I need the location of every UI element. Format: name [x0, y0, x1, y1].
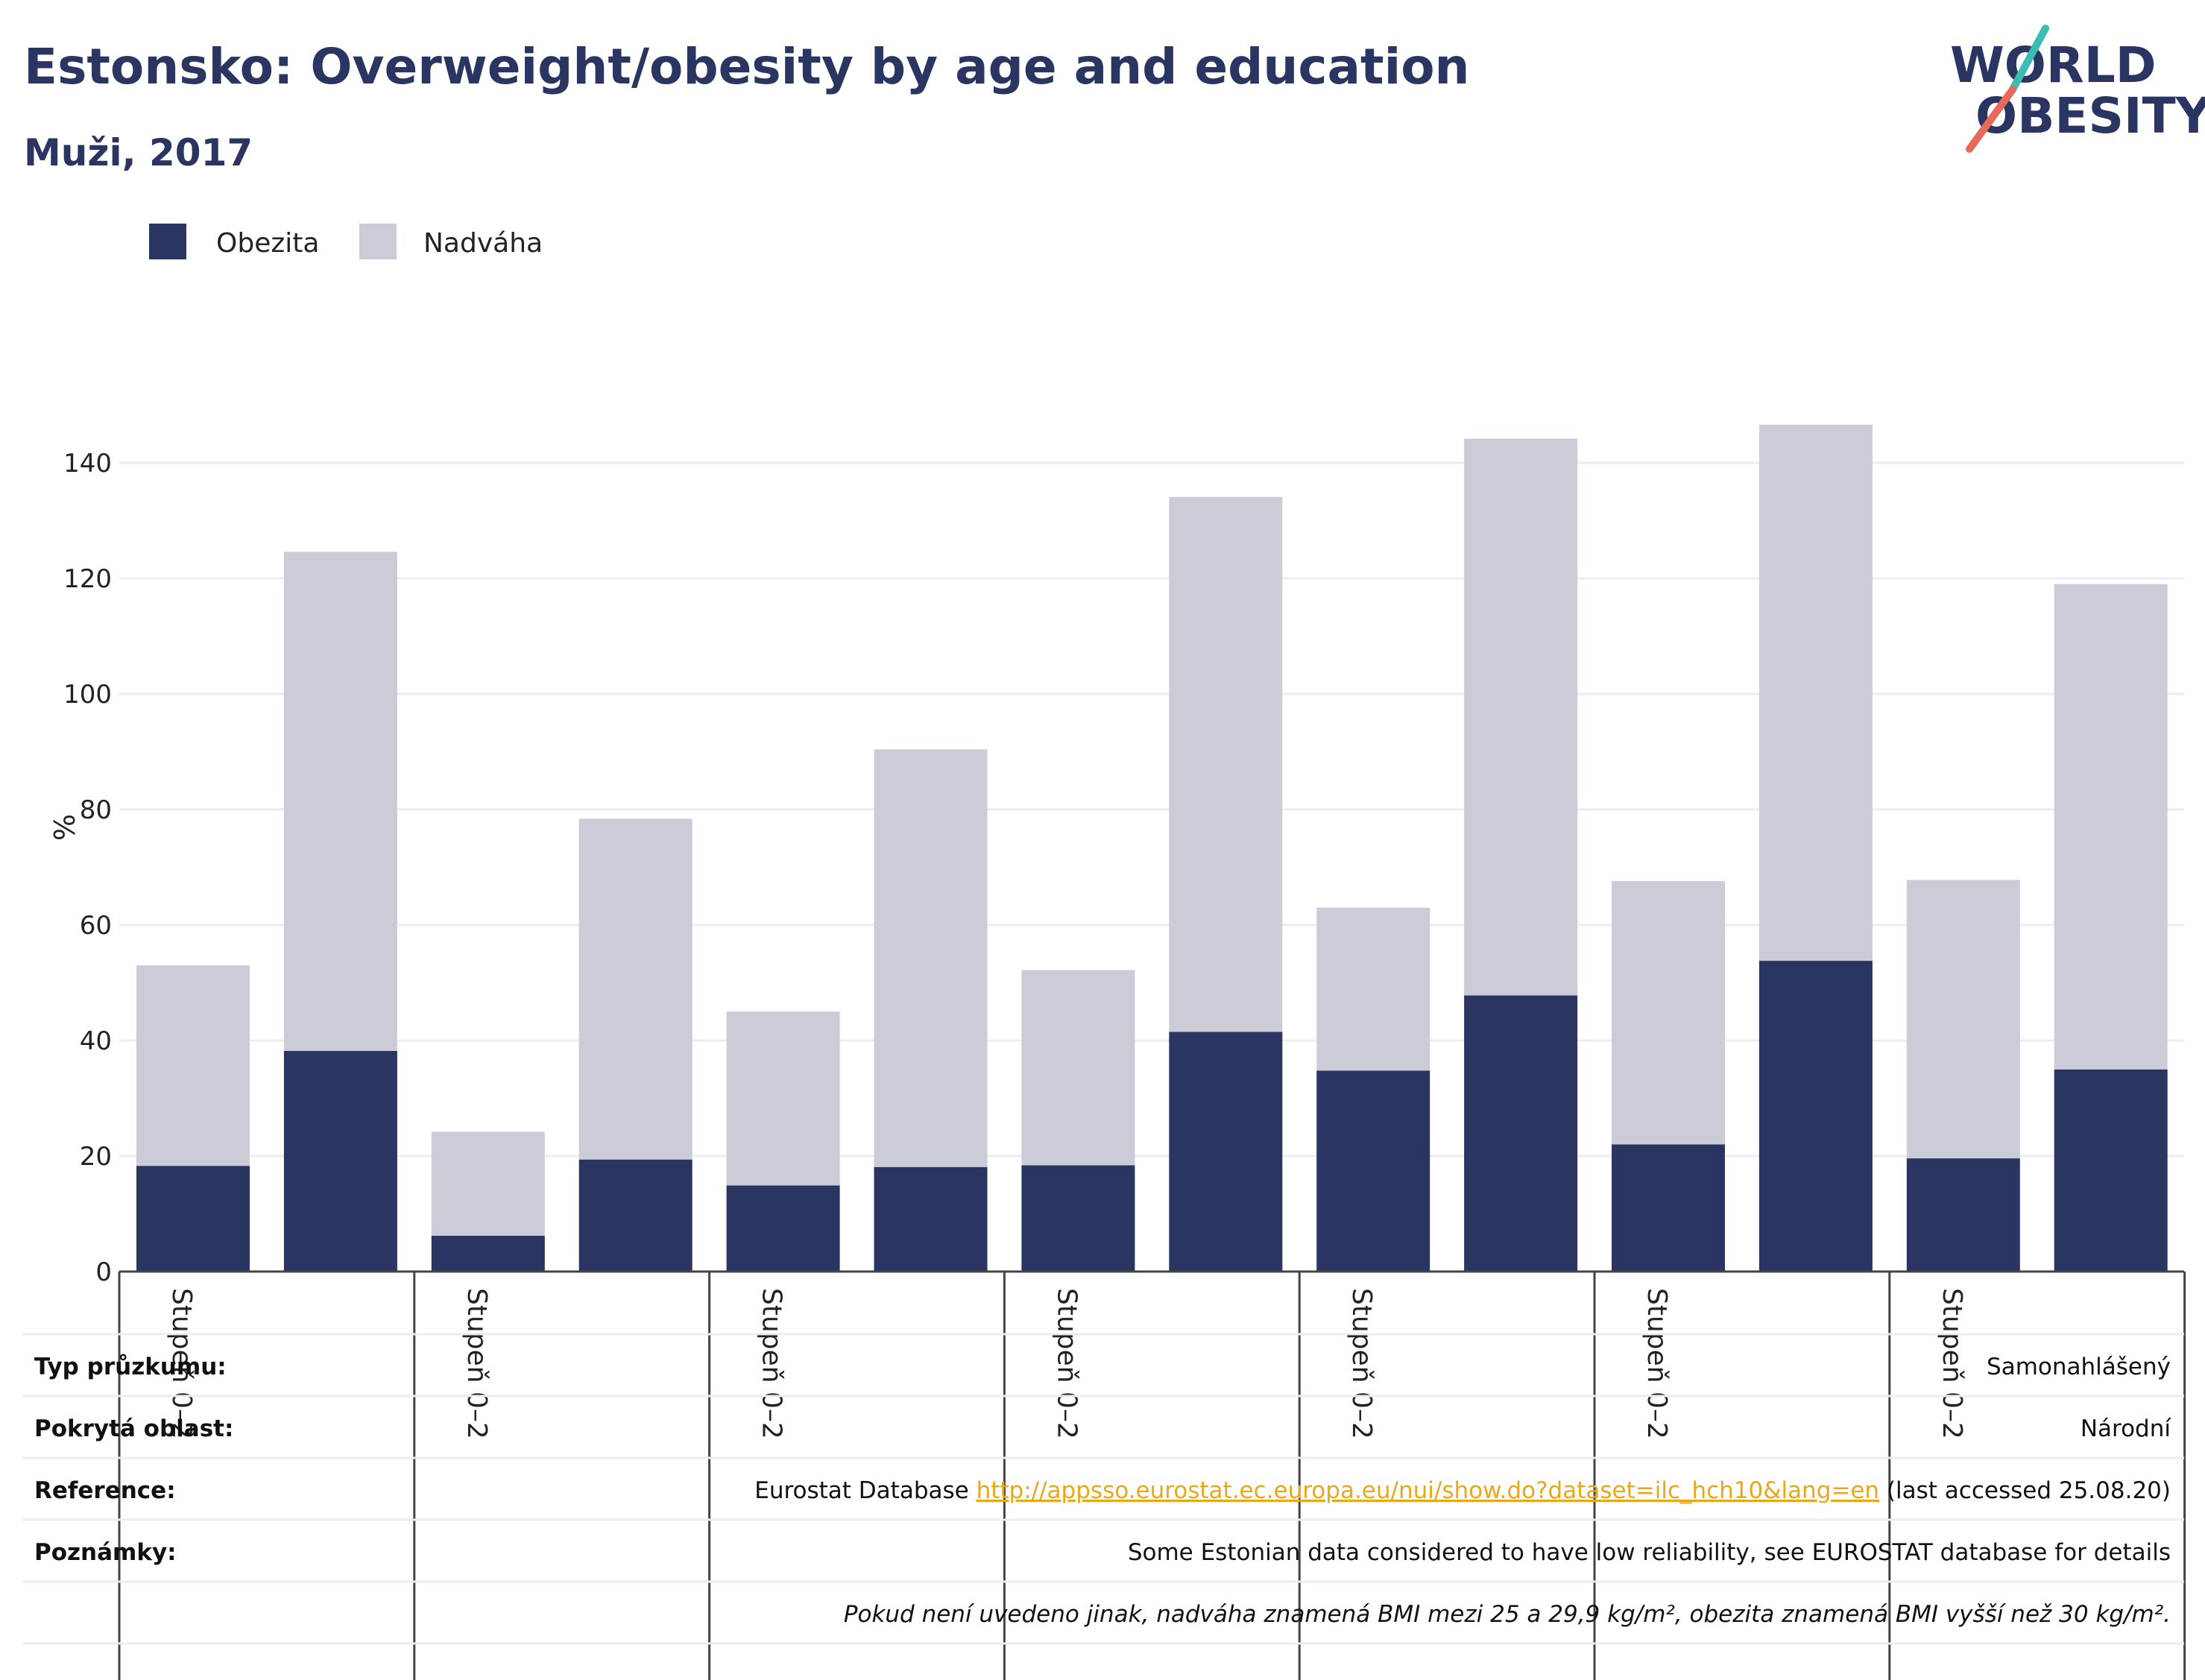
- category-labels: Stupeň 0–2 Stupeň 0–2 Stupeň 0–2 Stupeň 0–2…: [166, 1288, 1967, 1439]
- footer-label: Pokrytá oblast:: [34, 1415, 233, 1442]
- group-dividers: [118, 1272, 2186, 1680]
- reference-link[interactable]: http://appsso.eurostat.ec.europa.eu/nui/…: [977, 1477, 1879, 1504]
- y-tick-label: 20: [80, 1142, 112, 1172]
- bar-nadvaha: [1316, 907, 1430, 1071]
- footer-table: Typ průzkumu: Samonahlášený Pokrytá oblast…: [22, 1333, 2184, 1645]
- category-label: Stupeň 0–2: [166, 1288, 197, 1439]
- footer-value: Some Estonian data considered to have lo…: [1128, 1539, 2171, 1566]
- legend-label-obezita: Obezita: [216, 228, 319, 259]
- bar-obezita: [874, 1166, 988, 1272]
- bar-nadvaha: [1612, 881, 1725, 1145]
- bar-obezita: [1464, 995, 1578, 1272]
- y-tick-label: 0: [95, 1257, 112, 1287]
- footer-label: Poznámky:: [34, 1539, 177, 1566]
- bar-obezita: [1316, 1070, 1430, 1272]
- footer-value: Samonahlášený: [1987, 1354, 2171, 1380]
- category-label: Stupeň 0–2: [757, 1288, 787, 1439]
- footer-value: Pokud není uvedeno jinak, nadváha znamen…: [844, 1601, 2171, 1628]
- bar-nadvaha: [283, 552, 397, 1051]
- bar-obezita: [1021, 1165, 1135, 1272]
- y-axis-label: %: [47, 814, 80, 841]
- y-tick-label: 60: [80, 911, 112, 941]
- bar-obezita: [431, 1235, 545, 1272]
- grid-lines: [119, 461, 2184, 1158]
- bar-obezita: [726, 1185, 840, 1272]
- bar-nadvaha: [136, 965, 250, 1166]
- y-tick-label: 140: [63, 449, 112, 479]
- bar-nadvaha: [874, 749, 988, 1167]
- category-label: Stupeň 0–2: [1937, 1288, 1967, 1439]
- bar-obezita: [283, 1050, 397, 1272]
- bar-nadvaha: [578, 818, 693, 1160]
- y-axis-ticks: 0 20 40 60 80 100 120 140: [63, 449, 112, 1287]
- footer-value: Národní: [2081, 1415, 2172, 1442]
- chart-subtitle: Muži, 2017: [24, 131, 253, 174]
- footer-label: Reference:: [34, 1477, 176, 1504]
- bar-nadvaha: [1464, 438, 1578, 996]
- logo-line1: WORLD: [1950, 37, 2157, 94]
- footer-reference: Eurostat Database http://appsso.eurostat…: [754, 1477, 2171, 1504]
- bar-obezita: [136, 1166, 250, 1272]
- bar-obezita: [578, 1159, 693, 1272]
- bar-obezita: [1758, 961, 1873, 1272]
- bar-obezita: [1169, 1032, 1283, 1272]
- bar-nadvaha: [1758, 424, 1873, 961]
- category-label: Stupeň 0–2: [1051, 1288, 1082, 1439]
- bar-nadvaha: [726, 1011, 840, 1186]
- bars: [136, 424, 2168, 1272]
- bar-nadvaha: [1021, 970, 1135, 1166]
- bar-nadvaha: [431, 1131, 545, 1236]
- y-tick-label: 120: [63, 564, 112, 594]
- category-label: Stupeň 0–2: [461, 1288, 492, 1439]
- category-label: Stupeň 0–2: [1641, 1288, 1672, 1439]
- logo-line2: OBESITY: [1975, 87, 2205, 145]
- legend: Obezita Nadváha: [149, 224, 543, 259]
- y-tick-label: 80: [80, 795, 112, 825]
- bar-nadvaha: [1906, 880, 2020, 1159]
- bar-obezita: [1612, 1144, 1725, 1272]
- legend-swatch-obezita: [149, 224, 186, 259]
- logo-accent-red-icon: [1966, 86, 2016, 153]
- footer-label: Typ průzkumu:: [34, 1354, 227, 1380]
- legend-swatch-nadvaha: [359, 224, 397, 259]
- bar-nadvaha: [1169, 496, 1283, 1032]
- y-tick-label: 100: [63, 680, 112, 710]
- world-obesity-logo: WORLD OBESITY: [1950, 25, 2205, 153]
- bar-obezita: [2054, 1069, 2168, 1272]
- bar-obezita: [1906, 1158, 2020, 1272]
- chart-title: Estonsko: Overweight/obesity by age and …: [24, 38, 1470, 95]
- bar-nadvaha: [2054, 584, 2168, 1070]
- category-label: Stupeň 0–2: [1346, 1288, 1377, 1439]
- y-tick-label: 40: [80, 1026, 112, 1056]
- legend-label-nadvaha: Nadváha: [423, 228, 543, 259]
- logo-accent-teal-icon: [2009, 25, 2049, 93]
